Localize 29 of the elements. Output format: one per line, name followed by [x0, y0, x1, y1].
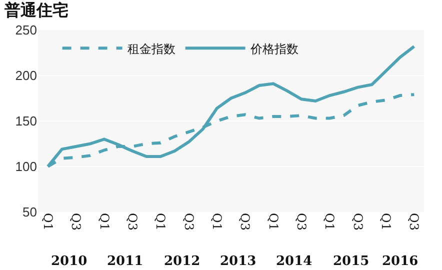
x-tick-label: Q1 [266, 213, 280, 230]
x-tick-label: Q3 [294, 213, 309, 230]
x-tick-label: Q3 [125, 213, 140, 230]
x-tick-label: Q3 [350, 213, 365, 230]
text: 2015 [333, 254, 370, 269]
y-tick-label: 200 [15, 68, 37, 84]
y-tick-label: 100 [15, 159, 37, 174]
y-tick-label: 50 [22, 204, 37, 220]
text: 2012 [164, 254, 200, 269]
x-tick-label: Q3 [407, 213, 422, 230]
chart-title: 普通住宅 [3, 0, 68, 20]
x-tick-label: Q1 [154, 213, 168, 230]
x-tick-label: Q1 [379, 213, 394, 230]
legend-label: 价格指数 [249, 42, 298, 56]
x-tick-label: Q1 [97, 213, 112, 230]
legend-label: 租金指数 [127, 42, 176, 56]
y-tick-label: 150 [15, 114, 37, 129]
x-tick-label: Q1 [210, 213, 224, 230]
text: 2014 [276, 254, 312, 269]
text: 2011 [107, 254, 144, 269]
x-tick-label: Q3 [69, 213, 84, 230]
x-tick-label: Q3 [238, 213, 252, 230]
text: 2010 [51, 254, 88, 269]
x-tick-label: Q1 [322, 213, 337, 230]
text: 2013 [220, 254, 256, 269]
x-tick-label: Q1 [40, 213, 55, 230]
y-tick-label: 250 [15, 22, 37, 38]
x-tick-label: Q3 [182, 213, 196, 230]
text: 2016 [382, 254, 418, 269]
